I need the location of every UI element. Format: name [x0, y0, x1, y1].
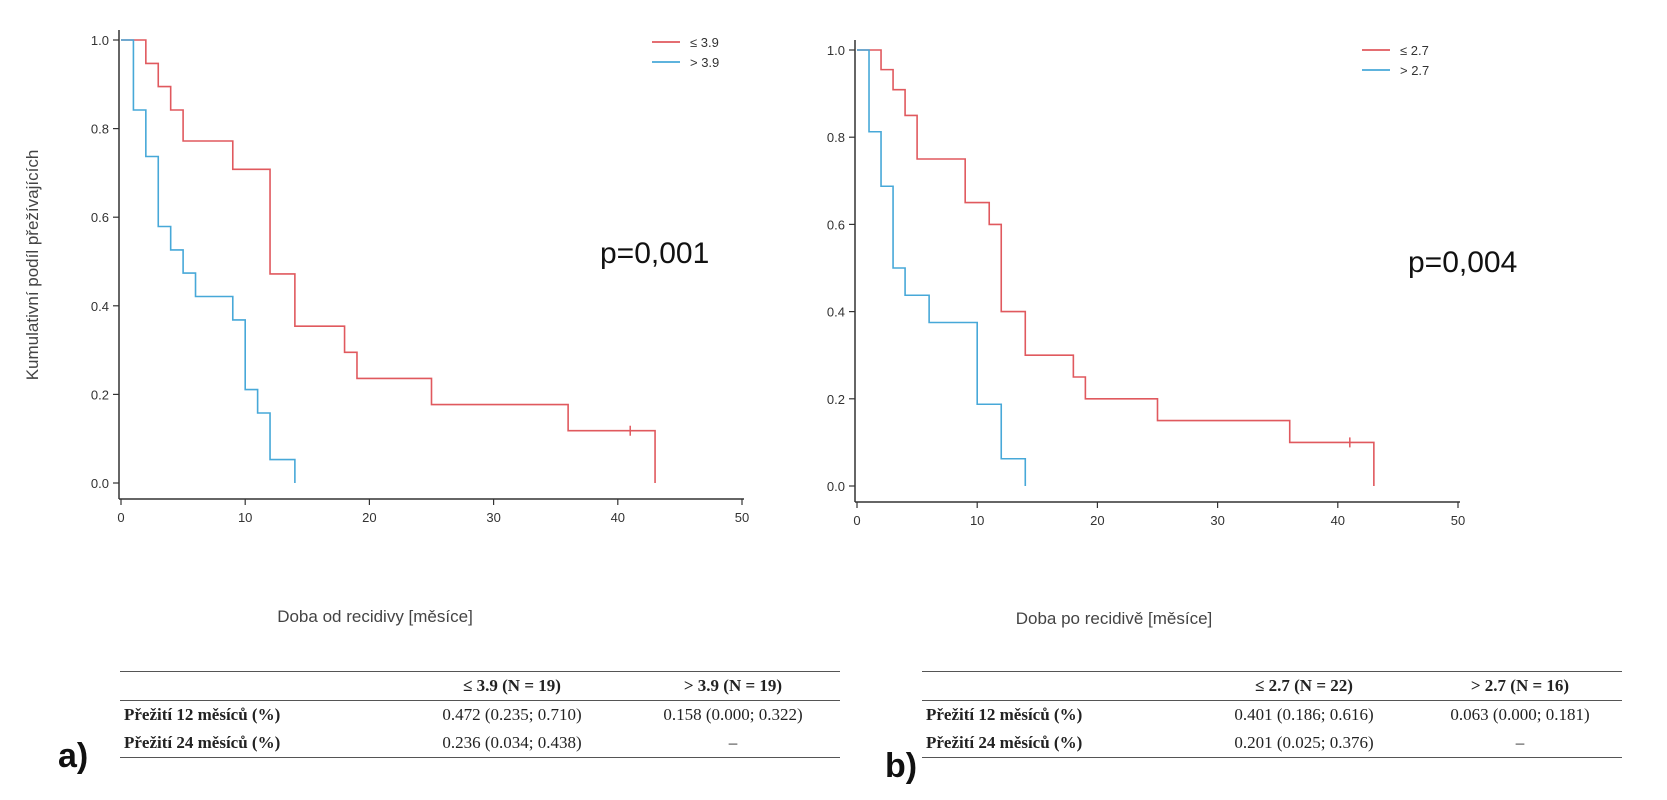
x-tick-label-b: 30 — [1210, 513, 1224, 528]
y-tick-label-b: 0.8 — [827, 130, 845, 145]
km-curve-b-1 — [857, 49, 1027, 486]
km-curve-a-1 — [121, 39, 296, 483]
x-tick-label-a: 40 — [611, 510, 625, 525]
table-a-header-group1: ≤ 3.9 (N = 19) — [398, 671, 626, 701]
row-label: Přežití 24 měsíců (%) — [922, 729, 1190, 758]
legend-label-b-0: ≤ 2.7 — [1400, 43, 1429, 58]
y-tick-label-a: 0.4 — [91, 299, 109, 314]
panel-label-b: b) — [885, 747, 917, 785]
x-axis-label-b: Doba po recidivě [měsíce] — [1016, 609, 1213, 628]
x-tick-label-a: 0 — [117, 510, 124, 525]
table-cell: 0.201 (0.025; 0.376) — [1190, 729, 1418, 758]
x-tick-label-b: 20 — [1090, 513, 1104, 528]
km-curve-b-0 — [857, 49, 1375, 486]
y-tick-label-b: 0.6 — [827, 217, 845, 232]
table-cell: 0.063 (0.000; 0.181) — [1450, 705, 1590, 724]
x-tick-label-b: 10 — [970, 513, 984, 528]
y-tick-label-b: 0.4 — [827, 305, 845, 320]
km-plot-b: Doba po recidivě [měsíce] p=0,004 b) 0 10… — [827, 40, 1517, 785]
legend-label-b-1: > 2.7 — [1400, 63, 1429, 78]
x-tick-label-b: 0 — [853, 513, 860, 528]
y-tick-label-b: 0.0 — [827, 479, 845, 494]
legend-label-a-0: ≤ 3.9 — [690, 35, 719, 50]
table-row: Přežití 12 měsíců (%) 0.472 (0.235; 0.71… — [120, 701, 840, 730]
p-value-b: p=0,004 — [1408, 246, 1517, 279]
y-tick-label-b: 0.2 — [827, 392, 845, 407]
x-tick-label-a: 10 — [238, 510, 252, 525]
table-cell: 0.472 (0.235; 0.710) — [442, 705, 582, 724]
y-tick-label-b: 1.0 — [827, 43, 845, 58]
table-cell: – — [1418, 729, 1622, 758]
y-tick-label-a: 0.8 — [91, 122, 109, 137]
x-tick-label-a: 20 — [362, 510, 376, 525]
row-label: Přežití 24 měsíců (%) — [120, 729, 398, 758]
km-curve-a-0 — [121, 39, 656, 483]
panel-label-a: a) — [58, 737, 88, 775]
p-value-a: p=0,001 — [600, 237, 709, 270]
x-axis-label-a: Doba od recidivy [měsíce] — [277, 607, 473, 626]
legend-label-a-1: > 3.9 — [690, 55, 719, 70]
y-tick-label-a: 0.0 — [91, 476, 109, 491]
y-tick-label-a: 1.0 — [91, 33, 109, 48]
row-label: Přežití 12 měsíců (%) — [124, 705, 281, 724]
survival-table-b: ≤ 2.7 (N = 22) > 2.7 (N = 16) Přežití 12… — [922, 671, 1622, 758]
row-label: Přežití 12 měsíců (%) — [926, 705, 1083, 724]
table-cell: 0.158 (0.000; 0.322) — [663, 705, 803, 724]
table-a-header-group2: > 3.9 (N = 19) — [626, 671, 840, 701]
km-plot-a: Kumulativní podíl přežívajících Doba od … — [23, 30, 749, 775]
y-tick-label-a: 0.2 — [91, 387, 109, 402]
table-row: Přežití 24 měsíců (%) 0.236 (0.034; 0.43… — [120, 729, 840, 758]
table-row: Přežití 24 měsíců (%) 0.201 (0.025; 0.37… — [922, 729, 1622, 758]
y-tick-label-a: 0.6 — [91, 210, 109, 225]
table-cell: 0.236 (0.034; 0.438) — [398, 729, 626, 758]
table-cell: 0.401 (0.186; 0.616) — [1234, 705, 1374, 724]
x-tick-label-b: 40 — [1331, 513, 1345, 528]
table-a-header-empty — [120, 671, 398, 701]
y-axis-label-a: Kumulativní podíl přežívajících — [23, 150, 42, 381]
table-b-header-group2: > 2.7 (N = 16) — [1418, 671, 1622, 701]
table-cell: – — [626, 729, 840, 758]
table-row: Přežití 12 měsíců (%) 0.401 (0.186; 0.61… — [922, 701, 1622, 730]
table-b-header-group1: ≤ 2.7 (N = 22) — [1190, 671, 1418, 701]
survival-table-a: ≤ 3.9 (N = 19) > 3.9 (N = 19) Přežití 12… — [120, 671, 840, 758]
x-tick-label-b: 50 — [1451, 513, 1465, 528]
table-b-header-empty — [922, 671, 1190, 701]
x-tick-label-a: 30 — [486, 510, 500, 525]
x-tick-label-a: 50 — [735, 510, 749, 525]
